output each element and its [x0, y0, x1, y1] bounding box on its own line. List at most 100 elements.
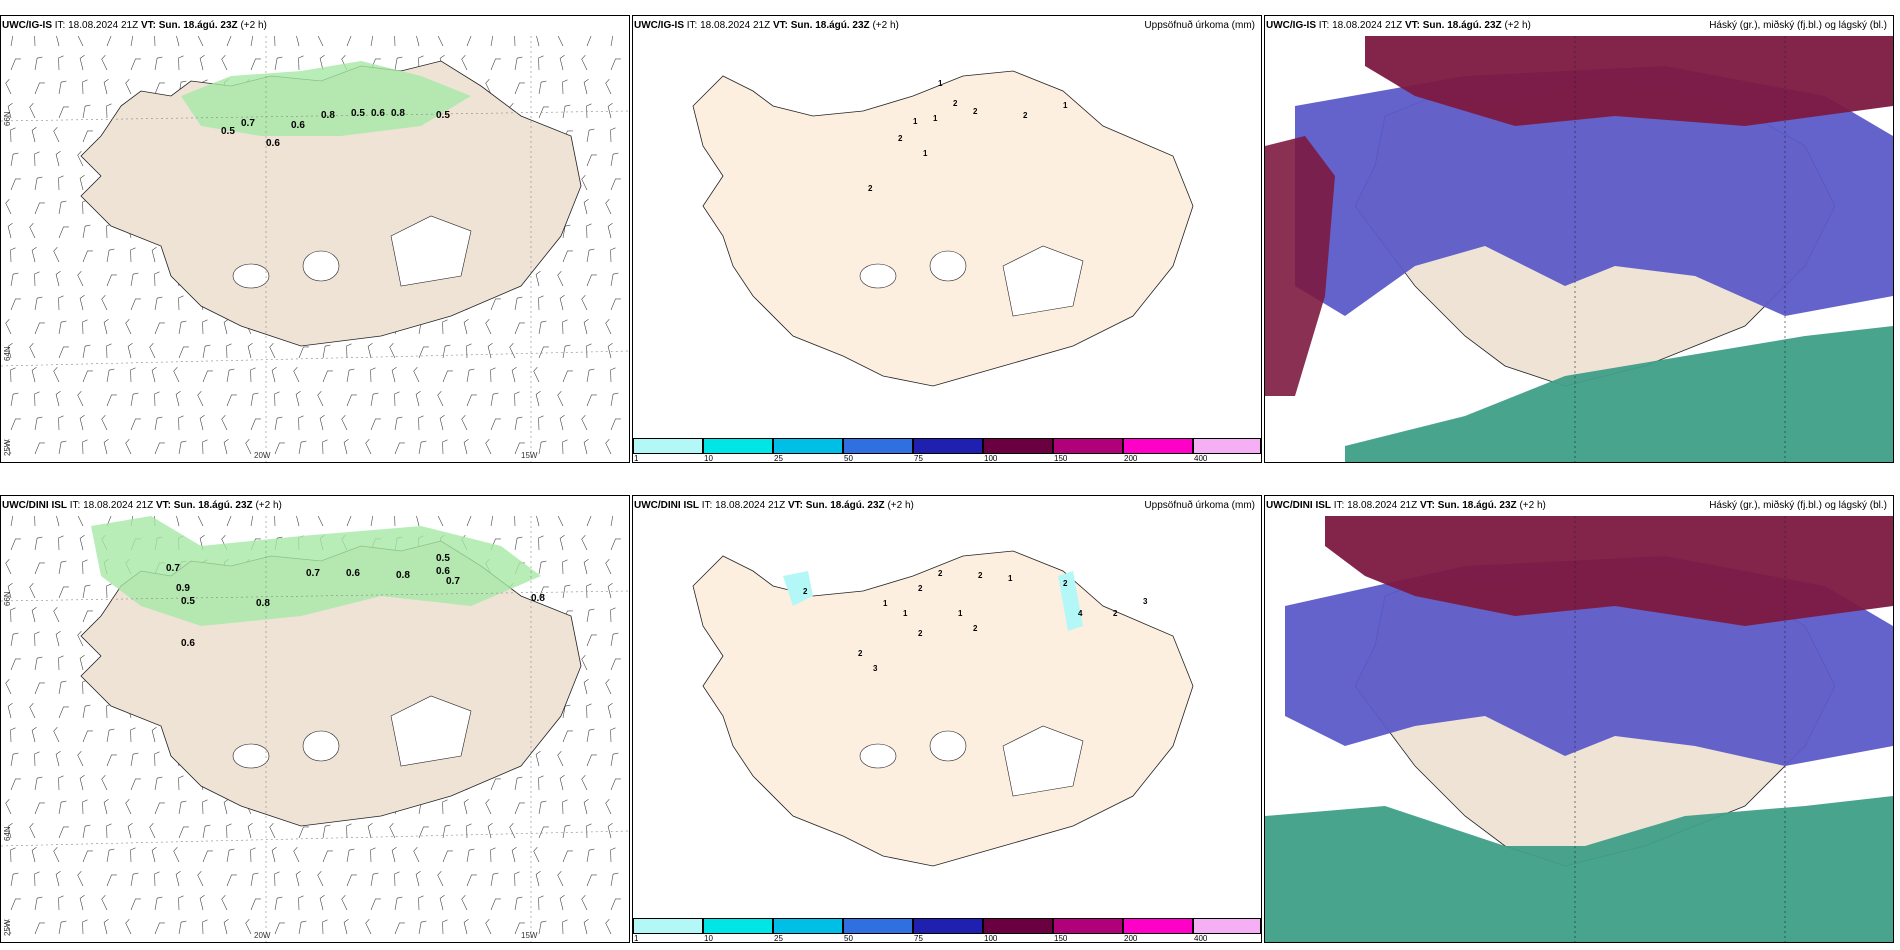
wind-barb	[58, 826, 69, 839]
wind-barb	[245, 439, 252, 455]
wind-barb	[607, 222, 613, 239]
wind-barb	[490, 58, 501, 71]
wind-barb	[442, 344, 451, 359]
wind-barb	[586, 368, 595, 383]
wind-barb	[581, 535, 588, 551]
lead-time: (+2 h)	[872, 20, 899, 31]
vt-label: VT:	[1419, 500, 1435, 511]
wind-barb	[226, 874, 237, 887]
wind-barb	[10, 58, 21, 71]
wind-barb	[202, 344, 211, 359]
it-value: 18.08.2024 21Z	[83, 500, 154, 511]
wind-barb	[514, 776, 523, 791]
wind-barb	[7, 222, 13, 239]
wind-barb	[586, 823, 592, 839]
precip-label: 2	[918, 629, 923, 638]
wind-barb	[106, 36, 117, 47]
wind-barb	[442, 850, 453, 863]
wind-barb	[58, 346, 69, 359]
it-value: 18.08.2024 21Z	[1332, 20, 1403, 31]
wind-barb	[5, 799, 12, 815]
wind-barb	[53, 127, 60, 143]
wind-barb	[343, 918, 349, 935]
precip-label: 0.9	[176, 583, 190, 594]
wind-barb	[370, 392, 379, 407]
wind-barb	[605, 319, 612, 335]
wind-barb	[274, 391, 280, 407]
wind-barb	[394, 56, 403, 71]
glacier-3	[859, 743, 897, 769]
wind-barb	[79, 174, 85, 191]
wind-barb	[82, 130, 93, 143]
wind-barb	[178, 800, 187, 815]
wind-barb	[538, 55, 544, 71]
wind-barb	[79, 774, 85, 791]
colorbar-label: 25	[774, 934, 783, 943]
wind-barb	[31, 606, 37, 623]
wind-barb	[586, 223, 592, 239]
wind-barb	[274, 871, 280, 887]
wind-barb	[55, 516, 61, 527]
colorbar-label: 400	[1194, 934, 1208, 943]
wind-barb	[127, 822, 133, 839]
colorbar: 1 10 25 50 75 100 150 200 400	[633, 436, 1261, 462]
wind-barb	[199, 414, 205, 431]
wind-barb	[485, 919, 492, 935]
wind-barb	[271, 846, 277, 863]
wind-barb	[29, 343, 36, 359]
wind-barb	[53, 607, 60, 623]
wind-barb	[10, 607, 16, 623]
wind-barb	[82, 79, 88, 95]
wind-barb	[394, 36, 400, 47]
vt-value: Sun. 18.ágú. 23Z	[790, 20, 870, 31]
wind-barb	[55, 270, 61, 287]
wind-barb	[10, 727, 16, 743]
wind-barb	[151, 366, 157, 383]
it-value: 18.08.2024 21Z	[715, 500, 786, 511]
wind-barb	[466, 823, 472, 839]
wind-barb	[154, 802, 165, 815]
wind-barb	[197, 871, 204, 887]
wind-barb	[514, 922, 525, 935]
precip-labels: 0.5 0.7 0.6 0.6 0.8 0.5 0.6 0.8 0.5	[221, 108, 450, 149]
precip-label: 3	[873, 664, 878, 673]
wind-barb	[31, 126, 37, 143]
wind-barb	[10, 247, 16, 263]
wind-barb	[605, 199, 612, 215]
wind-barb	[538, 535, 544, 551]
wind-barb	[538, 826, 549, 839]
wind-barb	[34, 271, 40, 287]
wind-barb	[538, 320, 547, 335]
cloud-map	[1265, 516, 1893, 942]
wind-barb	[82, 319, 88, 335]
wind-barb	[82, 439, 88, 455]
precip-label: 0.6	[266, 138, 280, 149]
wind-barb	[605, 799, 612, 815]
wind-barb	[34, 536, 43, 551]
panel-header: UWC/IG-IS IT: 18.08.2024 21Z VT: Sun. 18…	[2, 20, 625, 34]
lead-time: (+2 h)	[887, 500, 914, 511]
wind-barb	[514, 442, 525, 455]
wind-barb	[199, 894, 205, 911]
glacier-3	[859, 263, 897, 289]
wind-barb	[437, 871, 444, 887]
wind-barb	[77, 151, 84, 167]
colorbar-label: 50	[844, 934, 853, 943]
wind-barb	[607, 582, 613, 599]
wind-barb	[82, 250, 93, 263]
wind-barb	[610, 247, 616, 263]
wind-barb	[418, 346, 429, 359]
iceland-landmass	[692, 70, 1194, 387]
wind-barb	[418, 826, 429, 839]
precip-label: 0.6	[436, 566, 450, 577]
precip-label: 1	[883, 599, 888, 608]
wind-barb	[130, 36, 139, 47]
wind-barb	[538, 920, 547, 935]
precip-label: 0.7	[446, 576, 460, 587]
wind-barb	[583, 198, 589, 215]
wind-barb	[298, 826, 309, 839]
rain-area	[91, 516, 541, 626]
lead-time: (+2 h)	[1519, 500, 1546, 511]
wind-barb	[130, 367, 136, 383]
colorbar-swatch	[1053, 438, 1123, 454]
